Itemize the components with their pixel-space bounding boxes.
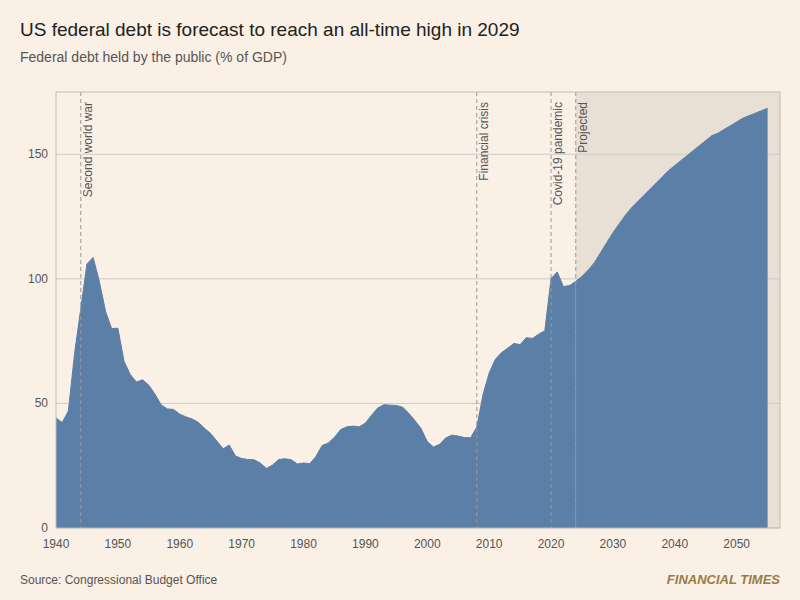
x-tick-label: 1970	[228, 537, 255, 551]
x-tick-label: 1990	[352, 537, 379, 551]
x-tick-label: 1940	[43, 537, 70, 551]
annotation: Covid-19 pandemic	[551, 102, 565, 205]
x-tick-label: 2010	[476, 537, 503, 551]
y-tick-label: 0	[41, 521, 48, 535]
projected-region	[576, 92, 780, 528]
area-fill	[56, 257, 576, 528]
plot-frame	[56, 92, 780, 528]
title: US federal debt is forecast to reach an …	[20, 19, 520, 40]
source: Source: Congressional Budget Office	[20, 573, 218, 587]
x-tick-label: 2030	[600, 537, 627, 551]
annotation: Projected	[576, 102, 590, 153]
x-tick-label: 1950	[105, 537, 132, 551]
annotation: Financial crisis	[477, 102, 491, 181]
annotation: Second world war	[81, 102, 95, 197]
background	[0, 0, 800, 600]
x-tick-label: 1980	[290, 537, 317, 551]
y-tick-label: 50	[35, 396, 49, 410]
chart: US federal debt is forecast to reach an …	[0, 0, 800, 600]
credit: FINANCIAL TIMES	[667, 572, 780, 587]
y-tick-label: 100	[28, 272, 48, 286]
plot-marks	[56, 92, 780, 528]
x-tick-label: 1960	[166, 537, 193, 551]
subtitle: Federal debt held by the public (% of GD…	[20, 49, 287, 65]
x-tick-label: 2020	[538, 537, 565, 551]
grid-line	[56, 154, 780, 155]
x-tick-label: 2040	[661, 537, 688, 551]
y-tick-label: 150	[28, 147, 48, 161]
annotation-line	[575, 92, 576, 528]
area-line	[56, 257, 576, 468]
area-fill	[576, 108, 768, 528]
area-line	[576, 108, 768, 281]
x-tick-label: 2000	[414, 537, 441, 551]
x-tick-label: 2050	[723, 537, 750, 551]
